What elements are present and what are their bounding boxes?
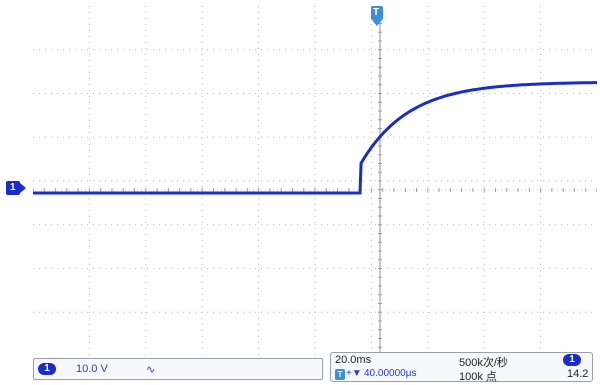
timebase-scale: 20.0ms <box>335 354 372 366</box>
trigger-marker-label: T <box>373 7 380 18</box>
channel-1-ground-marker[interactable]: 1 <box>6 181 26 195</box>
channel-1-trace <box>33 81 597 195</box>
waveform-plot <box>33 6 597 356</box>
trigger-source-badge: 1 <box>563 354 581 366</box>
sample-rate: 500k次/秒 <box>459 357 508 369</box>
timebase-readout[interactable]: 20.0ms T +▼ 40.00000μs 500k次/秒 100k 点 1 … <box>330 352 593 383</box>
record-length: 100k 点 <box>459 371 497 383</box>
channel-1-number: 1 <box>44 363 50 374</box>
trigger-icon: T <box>335 369 345 380</box>
trigger-arrow-icon: +▼ <box>346 368 362 379</box>
graticule <box>33 6 597 356</box>
trigger-source-number: 1 <box>569 354 575 365</box>
trigger-level: 14.2 <box>567 368 589 380</box>
channel-1-scale: 10.0 V <box>76 363 108 375</box>
channel-1-badge: 1 <box>38 363 56 375</box>
trigger-position-marker[interactable]: T <box>371 6 383 28</box>
trigger-position: 40.00000μs <box>364 368 417 379</box>
ground-marker-label: 1 <box>10 182 16 193</box>
channel-1-readout[interactable]: 1 10.0 V ∿ <box>33 358 323 380</box>
waveform-area[interactable] <box>33 6 597 356</box>
status-bar: 1 10.0 V ∿ 20.0ms T +▼ 40.00000μs 500k次/… <box>33 352 597 383</box>
dc-coupling-icon: ∿ <box>146 364 156 376</box>
